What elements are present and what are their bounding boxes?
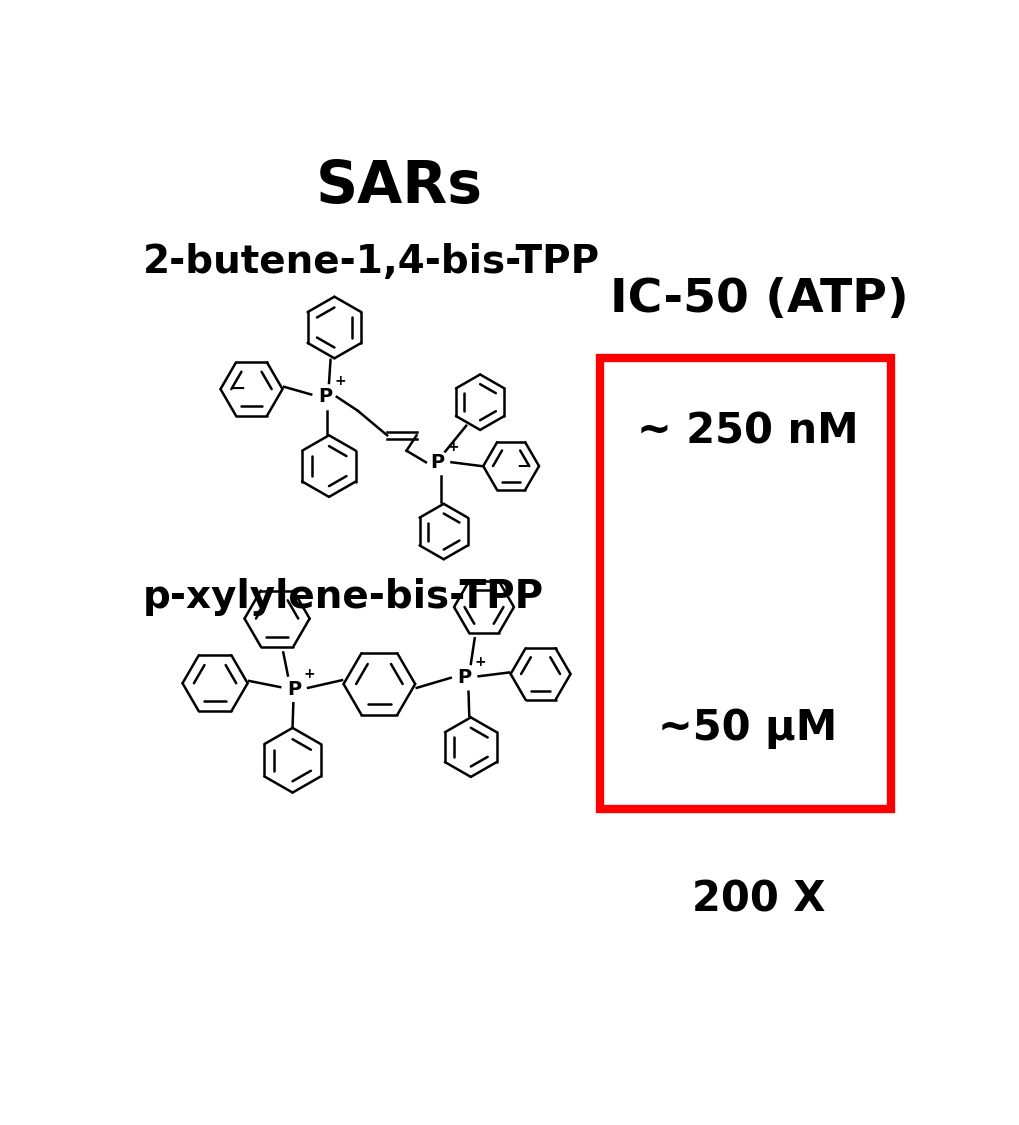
Text: +: + [334,375,346,388]
Text: −: − [229,380,245,398]
Text: −: − [516,456,529,474]
Text: +: + [474,656,485,669]
Text: +: + [304,667,315,681]
Text: p-xylylene-bis-TPP: p-xylylene-bis-TPP [143,578,543,615]
Text: IC-50 (ATP): IC-50 (ATP) [609,278,908,323]
Text: P: P [430,452,444,471]
Text: ~ 250 nM: ~ 250 nM [636,411,857,452]
Bar [599,358,890,809]
Text: ~50 μM: ~50 μM [657,706,837,749]
Text: P: P [458,668,471,687]
Text: +: + [446,440,459,453]
Text: 200 X: 200 X [692,878,825,920]
Text: P: P [318,387,332,406]
Text: SARs: SARs [315,159,482,215]
Text: P: P [286,680,301,699]
Text: 2-butene-1,4-bis-TPP: 2-butene-1,4-bis-TPP [143,243,599,281]
